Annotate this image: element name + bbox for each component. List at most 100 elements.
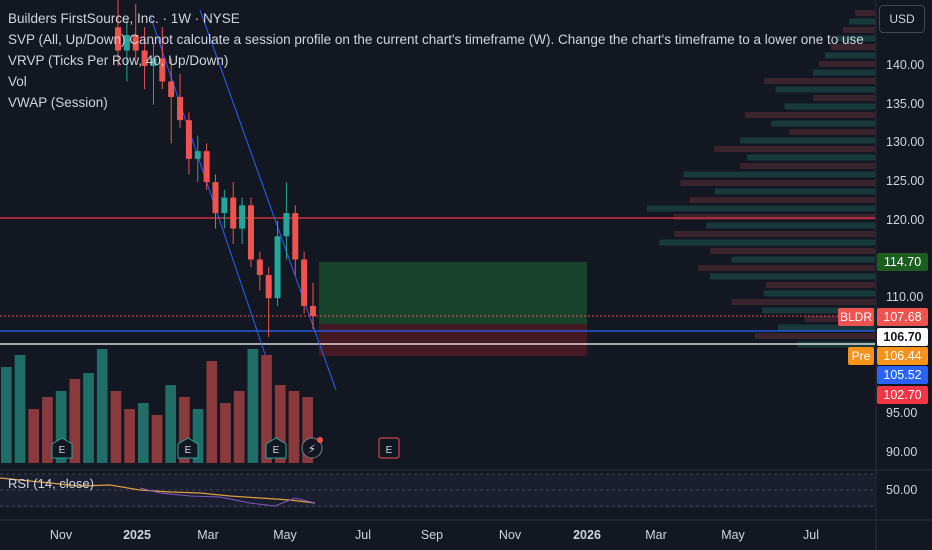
rsi-legend[interactable]: RSI (14, close) (8, 476, 94, 491)
candle (274, 220, 281, 306)
candle (150, 42, 157, 105)
volume-profile-row (778, 324, 875, 331)
price-axis-tick: 110.00 (886, 290, 924, 305)
price-axis-tick: 130.00 (886, 135, 925, 150)
volume-profile-row (831, 44, 875, 50)
earnings-marker: E (51, 437, 73, 459)
channel-lower-line (149, 14, 268, 361)
volume-bar (288, 391, 300, 463)
volume-bar (96, 349, 108, 463)
volume-bar (151, 415, 163, 463)
volume-profile-row (763, 290, 875, 297)
volume-profile-row (813, 69, 875, 76)
volume-bar (192, 409, 204, 463)
candle (239, 197, 246, 245)
volume-profile-row (731, 299, 875, 305)
chart-legend: Builders FirstSource, Inc. · 1W · NYSE S… (8, 8, 864, 113)
volume-bar (165, 385, 177, 463)
candle-body (123, 35, 130, 51)
candle-body (115, 27, 121, 51)
volume-profile-row (825, 52, 875, 59)
legend-vrvp[interactable]: VRVP (Ticks Per Row, 40, Up/Down) (8, 53, 229, 68)
volume-bar (69, 379, 81, 463)
candle (115, 0, 121, 66)
volume-profile-row (855, 10, 875, 16)
candle-body (159, 58, 166, 82)
candle-body (168, 81, 175, 97)
candle-body (194, 151, 201, 159)
price-axis-tick: 135.00 (886, 96, 925, 111)
candle-body (132, 35, 139, 51)
svg-text:E: E (273, 445, 280, 456)
candle (141, 27, 148, 90)
candle (265, 267, 272, 337)
candle (194, 135, 201, 183)
volume-profile-row (762, 307, 875, 314)
candle-body (301, 259, 308, 306)
rsi-ma-line (139, 487, 316, 507)
volume-profile-row (771, 120, 875, 127)
volume-profile (646, 10, 875, 348)
candle-body (221, 197, 228, 214)
volume-bar (55, 391, 67, 463)
candle-body (177, 96, 184, 121)
volume-profile-row (813, 95, 875, 101)
time-axis-tick: May (273, 528, 297, 542)
volume-bar (179, 397, 190, 463)
volume-profile-row (706, 222, 875, 229)
candle-body (310, 305, 316, 317)
time-axis-tick: 2025 (123, 528, 151, 542)
volume-bar (14, 355, 26, 463)
candle-body (239, 205, 246, 229)
time-axis-tick: Sep (420, 528, 444, 542)
svg-text:E: E (185, 445, 192, 456)
volume-profile-row (764, 78, 875, 84)
legend-svp[interactable]: SVP (All, Up/Down) Cannot calculate a se… (8, 32, 864, 47)
price-axis-tick: 90.00 (886, 445, 918, 459)
rsi-axis-label: 50.00 (886, 483, 918, 497)
volume-bar (42, 397, 53, 463)
volume-profile-row (754, 333, 875, 339)
candle-body (230, 197, 237, 229)
candle (230, 182, 237, 245)
time-axis-tick: Nov (49, 528, 73, 542)
candle (123, 19, 130, 82)
profit-zone (319, 262, 587, 324)
volume-bar (110, 391, 122, 463)
volume-bar (261, 355, 272, 463)
volume-profile-row (740, 137, 875, 144)
volume-profile-row (775, 86, 875, 93)
volume-profile-row (709, 273, 875, 280)
candle (301, 251, 308, 314)
volume-profile-row (683, 171, 875, 178)
candle (132, 4, 139, 59)
currency-button[interactable]: USD (879, 5, 925, 33)
loss-zone (319, 324, 587, 356)
rsi-line (0, 477, 316, 504)
candle-body (150, 58, 157, 66)
volume-profile-row (789, 129, 875, 135)
volume-profile-row (849, 18, 875, 25)
close-price-tag: 106.70 (877, 328, 928, 346)
volume-profile-row (837, 35, 875, 42)
dividend-marker: ⚡ (301, 437, 323, 459)
candle (221, 189, 228, 229)
legend-vwap[interactable]: VWAP (Session) (8, 95, 108, 110)
time-axis-tick: Jul (803, 528, 819, 542)
blue-line-price-tag: 105.52 (877, 366, 928, 384)
volume-profile-row (714, 188, 875, 195)
earnings-marker: E (265, 437, 287, 459)
volume-profile-row (744, 112, 875, 118)
volume-profile-row (689, 197, 875, 203)
candle (203, 143, 210, 190)
candle (185, 112, 192, 175)
premarket-label-tag: Pre (848, 347, 874, 365)
volume-bar (206, 361, 218, 463)
volume-bar (137, 403, 149, 463)
candle (177, 73, 184, 128)
time-axis-tick: Mar (645, 528, 667, 542)
candle-body (265, 274, 272, 299)
legend-title[interactable]: Builders FirstSource, Inc. · 1W · NYSE (8, 11, 240, 26)
legend-vol[interactable]: Vol (8, 74, 27, 89)
